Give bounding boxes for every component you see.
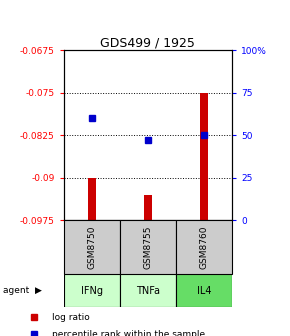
FancyBboxPatch shape [120,220,176,274]
Bar [144,195,152,220]
Text: IL4: IL4 [197,286,211,296]
Text: TNFa: TNFa [136,286,160,296]
Text: percentile rank within the sample: percentile rank within the sample [52,330,205,336]
FancyBboxPatch shape [64,220,120,274]
FancyBboxPatch shape [120,274,176,307]
Text: log ratio: log ratio [52,313,90,322]
FancyBboxPatch shape [176,220,232,274]
Text: GSM8755: GSM8755 [143,225,153,269]
Bar [200,93,208,220]
Bar [88,178,96,220]
FancyBboxPatch shape [176,274,232,307]
Text: GSM8760: GSM8760 [200,225,209,269]
Text: GSM8750: GSM8750 [87,225,96,269]
FancyBboxPatch shape [64,274,120,307]
Title: GDS499 / 1925: GDS499 / 1925 [100,36,195,49]
Text: IFNg: IFNg [81,286,103,296]
Text: agent  ▶: agent ▶ [3,286,42,295]
